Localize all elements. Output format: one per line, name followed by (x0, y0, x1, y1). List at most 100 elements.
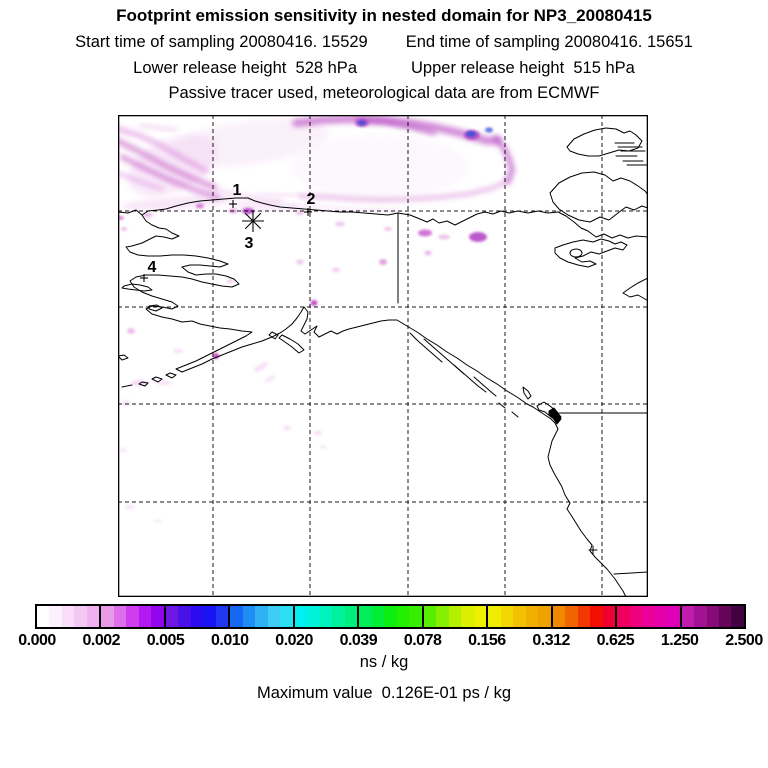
plume-wash (292, 135, 468, 199)
plume-blob (125, 504, 135, 510)
max-value-label: Maximum value 0.126E-01 ps / kg (256, 684, 512, 702)
colorbar-cell (215, 606, 229, 627)
colorbar-segment-0 (37, 606, 100, 627)
colorbar-cell (86, 606, 100, 627)
colorbar-cell (565, 606, 578, 627)
release-heights-line: Lower release height 528 hPa Upper releas… (0, 59, 768, 78)
island-kodiak (268, 331, 305, 354)
island-victoria (549, 171, 648, 223)
plume-blob (253, 362, 269, 372)
plume-blob (438, 234, 450, 240)
colorbar-tick-label: 0.625 (596, 632, 635, 649)
plume-streak (292, 115, 502, 146)
colorbar-tick-label: 1.250 (660, 632, 699, 649)
colorbar-segment-9 (617, 606, 680, 627)
colorbar-cell (101, 606, 114, 627)
colorbar-cell (384, 606, 397, 627)
island-haida-gwaii (522, 386, 532, 400)
footprint-map: 1 2 3 4 (117, 114, 649, 598)
colorbar-cell (113, 606, 127, 627)
plume-streak (118, 138, 217, 190)
map-frame (117, 114, 649, 598)
plume-blob (332, 267, 340, 273)
colorbar-cell (126, 606, 139, 627)
coastline-layer (118, 127, 648, 597)
colorbar-segment-3 (230, 606, 293, 627)
site-marker-label-3: 3 (245, 235, 254, 252)
plume-blob (196, 203, 204, 209)
plume-streak (355, 117, 437, 136)
plume-blob (226, 278, 234, 284)
plume-blob (358, 120, 366, 126)
colorbar-cell (681, 606, 695, 627)
colorbar-cell (190, 606, 204, 627)
colorbar-cell (138, 606, 152, 627)
plume-blob (296, 211, 304, 215)
colorbar-cell (37, 606, 50, 627)
colorbar-cell (577, 606, 591, 627)
plume-blob (157, 380, 171, 386)
colorbar-cell (294, 606, 308, 627)
colorbar-segment-1 (101, 606, 164, 627)
colorbar-tick-label: 0.000 (18, 632, 56, 649)
colorbar-segment-7 (488, 606, 551, 627)
colorbar-unit-label: ns / kg (359, 653, 409, 671)
coast-dense-puget (548, 407, 562, 425)
plume-blob (469, 232, 487, 242)
plume-blob (143, 213, 153, 217)
plume-blob (466, 131, 476, 137)
tracer-source-text: Passive tracer used, meteorological data… (168, 84, 600, 102)
colorbar-cell (731, 606, 744, 627)
islands-se-alaska (409, 332, 519, 418)
colorbar-cell (500, 606, 514, 627)
marker-layer: 1 2 3 4 (140, 182, 316, 282)
plume-streak (138, 123, 178, 132)
site-marker-label-4: 4 (148, 259, 157, 276)
coast-right-edge-arm (622, 277, 648, 302)
plume-streak (493, 136, 516, 184)
colorbar-cell (344, 606, 358, 627)
colorbar-cell (74, 606, 87, 627)
colorbar-tick-label: 0.002 (82, 632, 121, 649)
colorbar-cell (473, 606, 487, 627)
colorbar-cell (538, 606, 551, 627)
plume-blob (424, 250, 432, 256)
colorbar-tick-label: 0.039 (339, 632, 378, 649)
colorbar-cell (178, 606, 191, 627)
plume-blob (314, 430, 322, 436)
colorbar-cell (590, 606, 603, 627)
plume-blob (296, 259, 304, 265)
site-marker-label-1: 1 (233, 182, 242, 199)
colorbar-cell (151, 606, 164, 627)
colorbar-tick-label: 0.005 (146, 632, 185, 649)
colorbar-tick-label: 0.156 (468, 632, 506, 649)
colorbar-cell (371, 606, 385, 627)
colorbar-cell (280, 606, 293, 627)
colorbar-cell (203, 606, 216, 627)
colorbar-cell (423, 606, 437, 627)
plume-blob (418, 229, 432, 237)
upper-release-text: Upper release height 515 hPa (411, 59, 635, 77)
end-time-text: End time of sampling 20080416. 15651 (405, 33, 693, 51)
map-canvas: 1 2 3 4 (117, 114, 649, 598)
colorbar-cell (61, 606, 75, 627)
lower-release-text: Lower release height 528 hPa (133, 59, 357, 77)
plume-blob (485, 127, 493, 133)
colorbar-cell (409, 606, 422, 627)
colorbar-cell (718, 606, 732, 627)
plume-blob (127, 328, 135, 334)
colorbar-segment-2 (165, 606, 229, 627)
colorbar-tick-label: 2.500 (725, 632, 763, 649)
plume-blob (379, 259, 387, 265)
colorbar-cell (642, 606, 655, 627)
plume-blob (283, 425, 291, 431)
island-st-lawrence (121, 283, 153, 292)
colorbar-cell (629, 606, 643, 627)
colorbar-cell (461, 606, 474, 627)
coastline-alaska-west-south (125, 214, 627, 597)
plume-layer (118, 115, 516, 523)
plume-streak (256, 191, 302, 198)
colorbar (35, 604, 746, 629)
colorbar-ticks: 0.000 0.002 0.005 0.010 0.020 0.039 0.078 0.156… (0, 632, 768, 652)
